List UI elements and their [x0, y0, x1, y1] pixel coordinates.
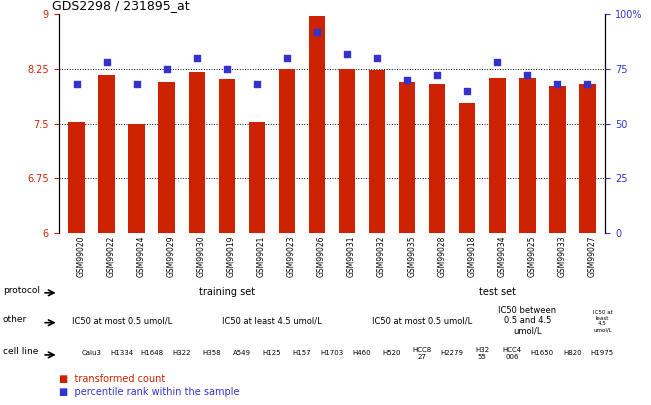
Text: IC50 at least 4.5 umol/L: IC50 at least 4.5 umol/L	[222, 316, 322, 326]
Text: H820: H820	[563, 350, 582, 356]
Bar	[489, 78, 506, 233]
Bar	[249, 122, 265, 233]
Text: test set: test set	[478, 287, 516, 296]
Text: IC50 at most 0.5 umol/L: IC50 at most 0.5 umol/L	[72, 316, 172, 326]
Bar	[68, 122, 85, 233]
Text: GSM99023: GSM99023	[287, 235, 296, 277]
Point	[102, 59, 112, 66]
Text: H157: H157	[293, 350, 311, 356]
Text: GSM99035: GSM99035	[407, 235, 416, 277]
Text: IC50 at most 0.5 umol/L: IC50 at most 0.5 umol/L	[372, 316, 472, 326]
Bar	[369, 70, 385, 233]
Text: A549: A549	[233, 350, 251, 356]
Bar	[429, 84, 445, 233]
Text: H358: H358	[202, 350, 221, 356]
Text: H2279: H2279	[441, 350, 464, 356]
Text: GSM99027: GSM99027	[587, 235, 596, 277]
Text: H125: H125	[262, 350, 281, 356]
Point	[252, 81, 262, 87]
Text: GSM99025: GSM99025	[527, 235, 536, 277]
Point	[552, 81, 562, 87]
Text: GSM99030: GSM99030	[197, 235, 206, 277]
Text: GSM99032: GSM99032	[377, 235, 386, 277]
Text: GSM99021: GSM99021	[257, 235, 266, 277]
Point	[161, 66, 172, 72]
Text: GSM99031: GSM99031	[347, 235, 356, 277]
Text: training set: training set	[199, 287, 255, 296]
Text: H32
55: H32 55	[475, 347, 490, 360]
Text: Calu3: Calu3	[81, 350, 102, 356]
Point	[432, 72, 443, 79]
Text: HCC4
006: HCC4 006	[503, 347, 522, 360]
Bar	[339, 69, 355, 233]
Text: other: other	[3, 315, 27, 324]
Text: cell line: cell line	[3, 347, 38, 356]
Bar	[128, 124, 145, 233]
Point	[522, 72, 533, 79]
Point	[221, 66, 232, 72]
Text: H460: H460	[353, 350, 371, 356]
Point	[191, 55, 202, 61]
Bar	[219, 79, 235, 233]
Text: GSM99018: GSM99018	[467, 235, 477, 277]
Point	[132, 81, 142, 87]
Text: GSM99034: GSM99034	[497, 235, 506, 277]
Bar	[459, 103, 475, 233]
Point	[282, 55, 292, 61]
Text: GSM99028: GSM99028	[437, 235, 446, 277]
Bar	[579, 84, 596, 233]
Bar	[189, 72, 205, 233]
Bar	[279, 69, 295, 233]
Text: protocol: protocol	[3, 286, 40, 295]
Point	[582, 81, 592, 87]
Bar	[519, 78, 536, 233]
Text: GSM99024: GSM99024	[137, 235, 146, 277]
Point	[342, 50, 352, 57]
Point	[402, 77, 412, 83]
Text: GSM99026: GSM99026	[317, 235, 326, 277]
Point	[312, 28, 322, 35]
Point	[492, 59, 503, 66]
Text: H1703: H1703	[320, 350, 344, 356]
Text: ■  percentile rank within the sample: ■ percentile rank within the sample	[59, 388, 239, 397]
Text: GSM99033: GSM99033	[557, 235, 566, 277]
Text: GSM99029: GSM99029	[167, 235, 176, 277]
Point	[462, 87, 473, 94]
Text: IC50 between
0.5 and 4.5
umol/L: IC50 between 0.5 and 4.5 umol/L	[498, 306, 557, 336]
Text: IC50 at
least
4.5
umol/L: IC50 at least 4.5 umol/L	[592, 310, 613, 332]
Text: HCC8
27: HCC8 27	[413, 347, 432, 360]
Text: ■  transformed count: ■ transformed count	[59, 374, 165, 384]
Text: GDS2298 / 231895_at: GDS2298 / 231895_at	[52, 0, 189, 12]
Bar	[309, 16, 326, 233]
Point	[372, 55, 382, 61]
Text: GSM99022: GSM99022	[107, 235, 116, 277]
Point	[72, 81, 82, 87]
Bar	[549, 85, 566, 233]
Text: GSM99019: GSM99019	[227, 235, 236, 277]
Bar	[98, 75, 115, 233]
Text: H1648: H1648	[140, 350, 163, 356]
Text: H322: H322	[173, 350, 191, 356]
Bar	[158, 82, 175, 233]
Text: GSM99020: GSM99020	[77, 235, 86, 277]
Text: H1975: H1975	[591, 350, 614, 356]
Bar	[399, 82, 415, 233]
Text: H1650: H1650	[531, 350, 554, 356]
Text: H1334: H1334	[110, 350, 133, 356]
Text: H520: H520	[383, 350, 402, 356]
